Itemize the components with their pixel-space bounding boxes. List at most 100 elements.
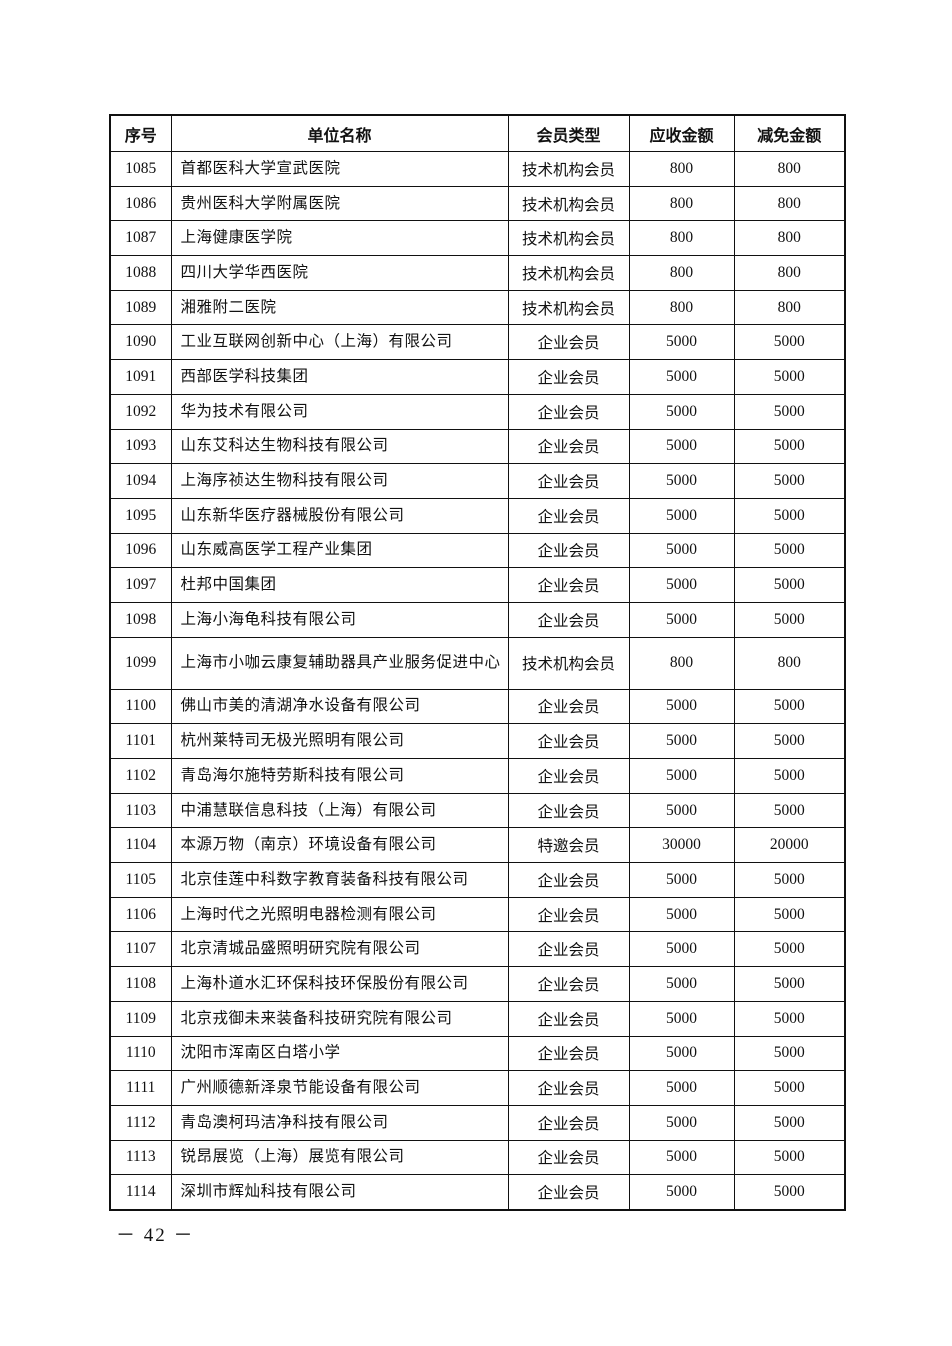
header-waived: 减免金额 bbox=[733, 114, 846, 152]
table-row: 1090 工业互联网创新中心（上海）有限公司 企业会员 5000 5000 bbox=[109, 324, 846, 361]
table-row: 1092 华为技术有限公司 企业会员 5000 5000 bbox=[109, 393, 846, 430]
cell-unit-name: 首都医科大学宣武医院 bbox=[170, 151, 509, 187]
cell-receivable: 5000 bbox=[628, 393, 735, 430]
cell-index: 1106 bbox=[109, 896, 172, 933]
cell-unit-name: 华为技术有限公司 bbox=[170, 393, 509, 430]
cell-index: 1113 bbox=[109, 1139, 172, 1176]
cell-unit-name: 湘雅附二医院 bbox=[170, 289, 509, 326]
cell-receivable: 800 bbox=[628, 636, 735, 690]
cell-index: 1096 bbox=[109, 532, 172, 569]
cell-member-type: 企业会员 bbox=[507, 463, 630, 499]
cell-unit-name: 上海健康医学院 bbox=[170, 220, 509, 257]
cell-receivable: 5000 bbox=[628, 1035, 735, 1072]
table-header: 序号 单位名称 会员类型 应收金额 减免金额 bbox=[109, 114, 846, 152]
cell-waived: 5000 bbox=[733, 601, 846, 638]
cell-receivable: 5000 bbox=[628, 324, 735, 361]
cell-unit-name: 上海朴道水汇环保科技环保股份有限公司 bbox=[170, 966, 509, 1002]
cell-index: 1090 bbox=[109, 324, 172, 361]
cell-unit-name: 四川大学华西医院 bbox=[170, 255, 509, 291]
cell-unit-name: 杜邦中国集团 bbox=[170, 567, 509, 603]
cell-waived: 5000 bbox=[733, 463, 846, 499]
table-row: 1113 锐昂展览（上海）展览有限公司 企业会员 5000 5000 bbox=[109, 1139, 846, 1176]
header-receivable: 应收金额 bbox=[628, 114, 735, 152]
cell-unit-name: 上海市小咖云康复辅助器具产业服务促进中心 bbox=[170, 636, 509, 690]
cell-unit-name: 北京戎御未来装备科技研究院有限公司 bbox=[170, 1000, 509, 1037]
cell-receivable: 5000 bbox=[628, 792, 735, 829]
table-row: 1110 沈阳市浑南区白塔小学 企业会员 5000 5000 bbox=[109, 1035, 846, 1072]
cell-member-type: 企业会员 bbox=[507, 359, 630, 395]
cell-unit-name: 青岛海尔施特劳斯科技有限公司 bbox=[170, 758, 509, 794]
cell-unit-name: 上海时代之光照明电器检测有限公司 bbox=[170, 896, 509, 933]
cell-waived: 5000 bbox=[733, 1070, 846, 1106]
cell-waived: 5000 bbox=[733, 931, 846, 968]
cell-receivable: 5000 bbox=[628, 497, 735, 534]
cell-receivable: 5000 bbox=[628, 931, 735, 968]
cell-unit-name: 上海序祯达生物科技有限公司 bbox=[170, 463, 509, 499]
cell-waived: 5000 bbox=[733, 723, 846, 759]
cell-member-type: 技术机构会员 bbox=[507, 636, 630, 690]
table-row: 1095 山东新华医疗器械股份有限公司 企业会员 5000 5000 bbox=[109, 497, 846, 534]
cell-index: 1086 bbox=[109, 185, 172, 222]
cell-member-type: 企业会员 bbox=[507, 567, 630, 603]
table-row: 1114 深圳市辉灿科技有限公司 企业会员 5000 5000 bbox=[109, 1174, 846, 1211]
cell-member-type: 企业会员 bbox=[507, 1139, 630, 1176]
cell-receivable: 800 bbox=[628, 185, 735, 222]
cell-member-type: 技术机构会员 bbox=[507, 185, 630, 222]
cell-index: 1094 bbox=[109, 463, 172, 499]
cell-waived: 5000 bbox=[733, 567, 846, 603]
cell-waived: 800 bbox=[733, 636, 846, 690]
table-row: 1085 首都医科大学宣武医院 技术机构会员 800 800 bbox=[109, 151, 846, 187]
cell-receivable: 800 bbox=[628, 255, 735, 291]
cell-index: 1091 bbox=[109, 359, 172, 395]
cell-waived: 5000 bbox=[733, 1000, 846, 1037]
cell-waived: 5000 bbox=[733, 324, 846, 361]
cell-unit-name: 锐昂展览（上海）展览有限公司 bbox=[170, 1139, 509, 1176]
cell-member-type: 特邀会员 bbox=[507, 827, 630, 864]
table-row: 1091 西部医学科技集团 企业会员 5000 5000 bbox=[109, 359, 846, 395]
table-row: 1088 四川大学华西医院 技术机构会员 800 800 bbox=[109, 255, 846, 291]
cell-index: 1107 bbox=[109, 931, 172, 968]
cell-unit-name: 北京清城品盛照明研究院有限公司 bbox=[170, 931, 509, 968]
cell-member-type: 企业会员 bbox=[507, 428, 630, 465]
cell-receivable: 5000 bbox=[628, 1000, 735, 1037]
cell-member-type: 技术机构会员 bbox=[507, 220, 630, 257]
cell-member-type: 企业会员 bbox=[507, 688, 630, 725]
cell-waived: 5000 bbox=[733, 532, 846, 569]
cell-member-type: 企业会员 bbox=[507, 1000, 630, 1037]
table-row: 1106 上海时代之光照明电器检测有限公司 企业会员 5000 5000 bbox=[109, 896, 846, 933]
table-row: 1101 杭州莱特司无极光照明有限公司 企业会员 5000 5000 bbox=[109, 723, 846, 759]
table-row: 1096 山东威高医学工程产业集团 企业会员 5000 5000 bbox=[109, 532, 846, 569]
cell-index: 1089 bbox=[109, 289, 172, 326]
cell-waived: 5000 bbox=[733, 359, 846, 395]
cell-unit-name: 西部医学科技集团 bbox=[170, 359, 509, 395]
cell-receivable: 5000 bbox=[628, 1070, 735, 1106]
cell-unit-name: 杭州莱特司无极光照明有限公司 bbox=[170, 723, 509, 759]
cell-waived: 5000 bbox=[733, 1035, 846, 1072]
table-row: 1089 湘雅附二医院 技术机构会员 800 800 bbox=[109, 289, 846, 326]
table-row: 1105 北京佳莲中科数字教育装备科技有限公司 企业会员 5000 5000 bbox=[109, 862, 846, 898]
cell-receivable: 5000 bbox=[628, 359, 735, 395]
cell-index: 1109 bbox=[109, 1000, 172, 1037]
cell-unit-name: 工业互联网创新中心（上海）有限公司 bbox=[170, 324, 509, 361]
cell-waived: 5000 bbox=[733, 1104, 846, 1141]
cell-index: 1093 bbox=[109, 428, 172, 465]
table-row: 1111 广州顺德新泽泉节能设备有限公司 企业会员 5000 5000 bbox=[109, 1070, 846, 1106]
cell-waived: 5000 bbox=[733, 688, 846, 725]
table-row: 1099 上海市小咖云康复辅助器具产业服务促进中心 技术机构会员 800 800 bbox=[109, 636, 846, 690]
cell-member-type: 企业会员 bbox=[507, 758, 630, 794]
cell-receivable: 5000 bbox=[628, 463, 735, 499]
cell-member-type: 技术机构会员 bbox=[507, 151, 630, 187]
cell-member-type: 企业会员 bbox=[507, 393, 630, 430]
cell-index: 1101 bbox=[109, 723, 172, 759]
cell-index: 1105 bbox=[109, 862, 172, 898]
table-row: 1100 佛山市美的清湖净水设备有限公司 企业会员 5000 5000 bbox=[109, 688, 846, 725]
table-row: 1107 北京清城品盛照明研究院有限公司 企业会员 5000 5000 bbox=[109, 931, 846, 968]
cell-index: 1088 bbox=[109, 255, 172, 291]
cell-receivable: 5000 bbox=[628, 758, 735, 794]
cell-index: 1102 bbox=[109, 758, 172, 794]
cell-unit-name: 本源万物（南京）环境设备有限公司 bbox=[170, 827, 509, 864]
cell-receivable: 800 bbox=[628, 151, 735, 187]
cell-member-type: 企业会员 bbox=[507, 1070, 630, 1106]
cell-index: 1108 bbox=[109, 966, 172, 1002]
cell-index: 1087 bbox=[109, 220, 172, 257]
